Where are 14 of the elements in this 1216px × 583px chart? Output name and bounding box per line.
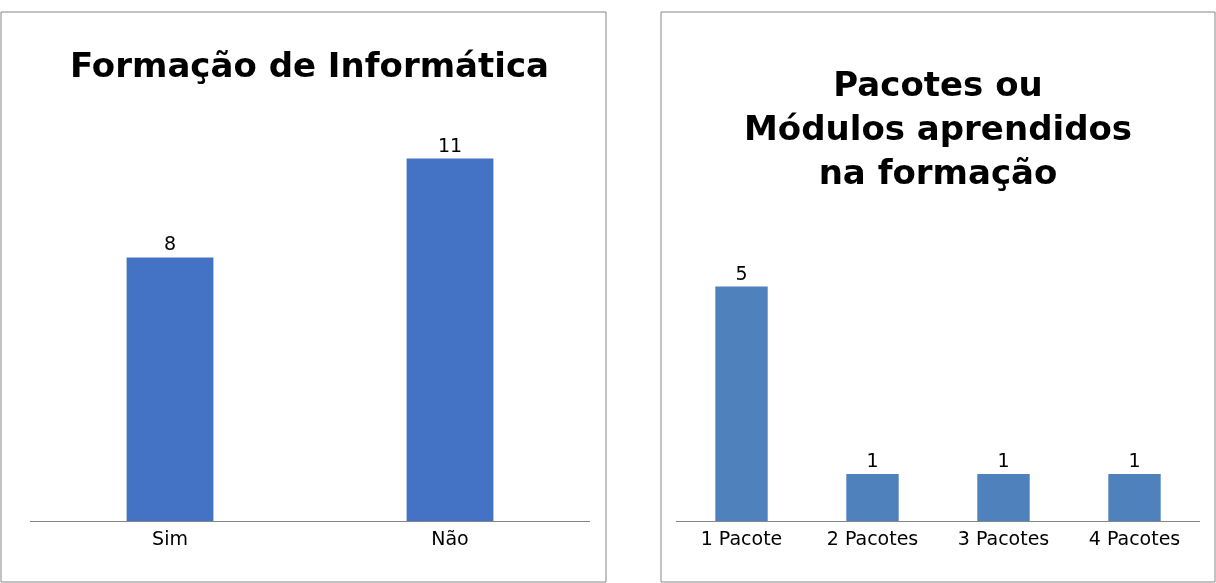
data-label: 11 bbox=[437, 133, 463, 156]
x-tick-label: 2 Pacotes bbox=[826, 526, 919, 549]
data-label: 1 bbox=[866, 449, 879, 472]
x-tick-label: 1 Pacote bbox=[700, 526, 783, 549]
chart-title: Pacotes ou Módulos aprendidos na formação bbox=[744, 64, 1133, 193]
data-label: 8 bbox=[163, 232, 177, 255]
data-label: 5 bbox=[735, 261, 748, 284]
data-label: 1 bbox=[997, 449, 1010, 472]
x-tick-label: Sim bbox=[152, 526, 188, 549]
x-tick-label: Não bbox=[431, 526, 469, 549]
data-label: 1 bbox=[1128, 449, 1141, 472]
chart-title: Formação de Informática bbox=[70, 45, 550, 85]
x-tick-label: 4 Pacotes bbox=[1088, 526, 1181, 549]
x-tick-label: 3 Pacotes bbox=[957, 526, 1050, 549]
